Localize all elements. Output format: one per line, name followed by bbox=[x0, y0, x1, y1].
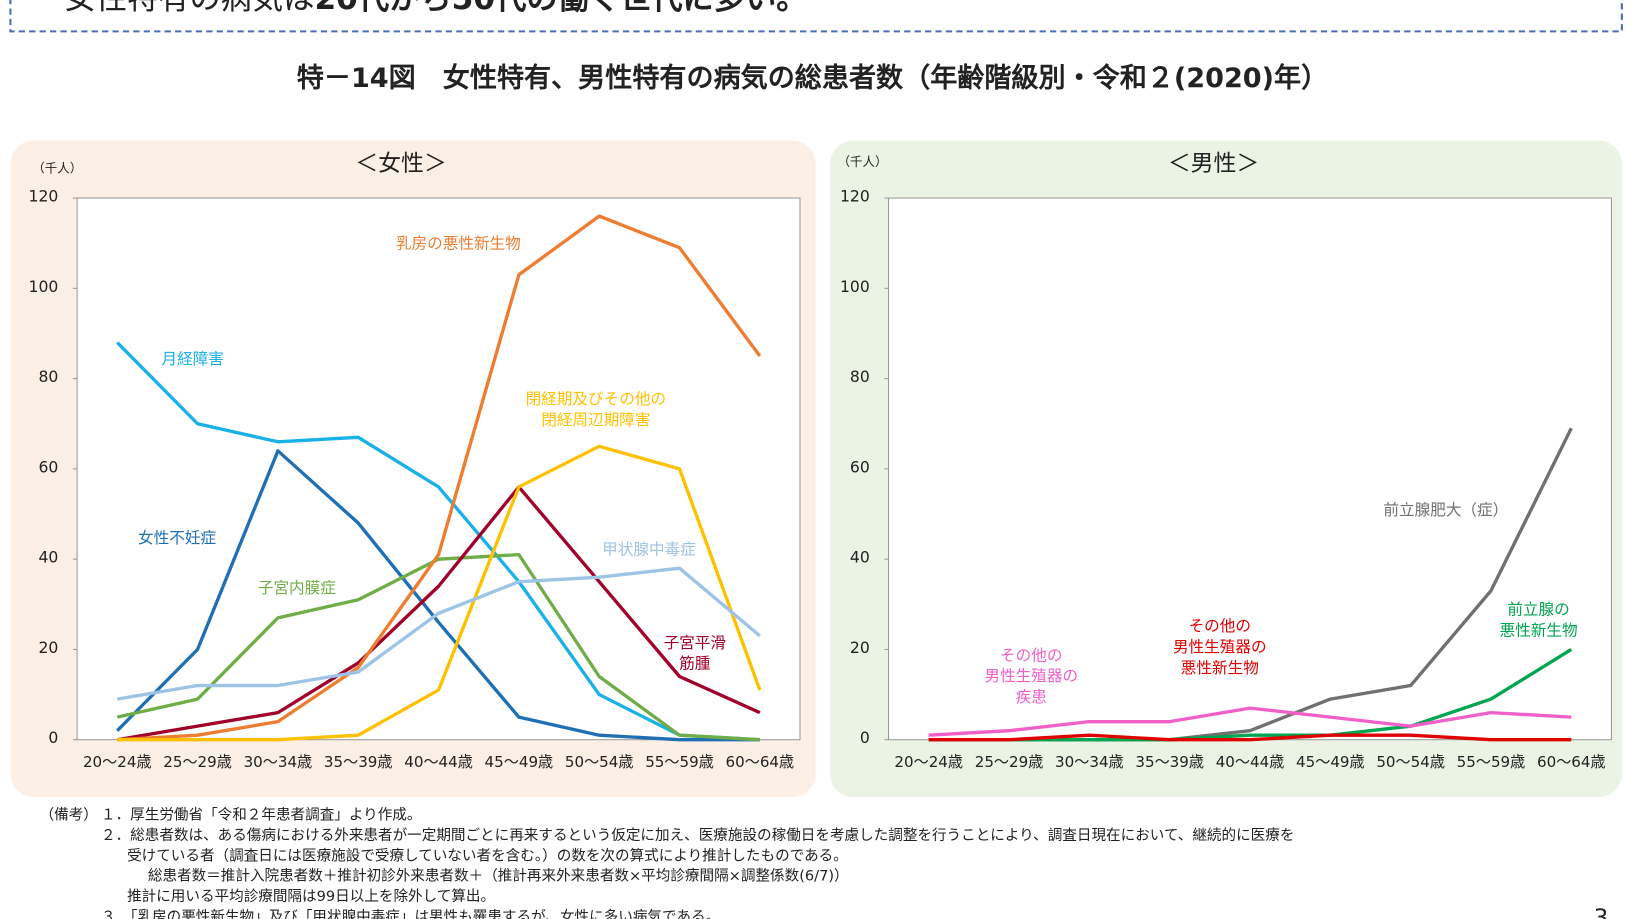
x-tick-label: 55〜59歳 bbox=[645, 753, 714, 771]
series-label: 甲状腺中毒症 bbox=[602, 541, 696, 559]
y-tick-label: 120 bbox=[840, 188, 870, 206]
x-tick-label: 25〜29歳 bbox=[975, 753, 1044, 771]
x-tick-label: 30〜34歳 bbox=[244, 753, 313, 771]
y-tick-label: 60 bbox=[38, 458, 58, 476]
x-tick-label: 50〜54歳 bbox=[565, 753, 634, 771]
plot-area bbox=[888, 197, 1612, 741]
y-tick-label: 0 bbox=[860, 729, 870, 747]
y-tick-label: 20 bbox=[850, 639, 870, 657]
y-tick-label: 0 bbox=[48, 729, 58, 747]
y-tick-label: 40 bbox=[850, 549, 870, 567]
x-tick-label: 60〜64歳 bbox=[1537, 753, 1606, 771]
series-line bbox=[928, 706, 1572, 737]
series-label: 前立腺の悪性新生物 bbox=[1500, 600, 1578, 639]
series-label: 乳房の悪性新生物 bbox=[396, 234, 521, 252]
y-tick-label: 80 bbox=[850, 368, 870, 386]
series-label: 子宮平滑筋腫 bbox=[664, 633, 726, 672]
note-line: １．厚生労働省「令和２年患者調査」より作成。 bbox=[101, 807, 421, 824]
note-line: 推計に用いる平均診療間隔は99日以上を除外して算出。 bbox=[127, 888, 495, 905]
chart-title: ＜女性＞ bbox=[355, 151, 447, 177]
main-title: 特－14図 女性特有、男性特有の病気の総患者数（年齢階級別・令和２(2020)年… bbox=[297, 62, 1328, 94]
series-label: 女性不妊症 bbox=[138, 528, 216, 547]
x-tick-label: 20〜24歳 bbox=[83, 753, 152, 771]
series-line bbox=[117, 214, 762, 742]
notes-label: （備考） bbox=[40, 807, 98, 824]
series-label-line: 悪性新生物 bbox=[1500, 621, 1578, 639]
series-line bbox=[928, 733, 1572, 742]
x-tick-label: 55〜59歳 bbox=[1457, 753, 1526, 771]
note-line: 総患者数＝推計入院患者数＋推計初診外来患者数＋（推計再来外来患者数×平均診療間隔… bbox=[148, 868, 849, 885]
x-tick-label: 40〜44歳 bbox=[1216, 753, 1285, 771]
series-label-line: 閉経期及びその他の bbox=[526, 390, 666, 408]
page-number: 3 bbox=[1594, 905, 1609, 919]
x-tick-label: 60〜64歳 bbox=[726, 753, 795, 771]
note-line: ３．「乳房の悪性新生物」及び「甲状腺中毒症」は男性も罹患するが、女性に多い病気で… bbox=[101, 907, 720, 919]
x-tick-label: 30〜34歳 bbox=[1055, 753, 1124, 771]
series-line bbox=[116, 485, 761, 742]
y-tick-label: 20 bbox=[38, 639, 58, 657]
y-tick-label: 100 bbox=[840, 278, 870, 296]
x-tick-label: 45〜49歳 bbox=[485, 753, 554, 771]
note-line: ２．総患者数は、ある傷病における外来患者が一定期間ごとに再来するという仮定に加え… bbox=[101, 827, 1294, 844]
note-line: 受けている者（調査日には医療施設で受療していない者を含む。）の数を次の算式により… bbox=[127, 847, 848, 864]
x-tick-label: 40〜44歳 bbox=[404, 753, 473, 771]
headline-box bbox=[9, 0, 1623, 33]
x-tick-label: 50〜54歳 bbox=[1376, 753, 1445, 771]
headline-normal: 女性特有の病気は bbox=[65, 0, 315, 17]
series-line bbox=[116, 341, 760, 742]
chart-title: ＜男性＞ bbox=[1168, 151, 1260, 177]
series-label-line: その他の bbox=[1189, 617, 1251, 635]
y-tick-label: 60 bbox=[850, 458, 870, 476]
series-label: 閉経期及びその他の閉経周辺期障害 bbox=[526, 390, 666, 429]
series-label-line: 筋腫 bbox=[679, 654, 711, 672]
series-label-line: 男性生殖器の bbox=[1173, 637, 1267, 655]
series-label-line: 男性生殖器の bbox=[984, 667, 1078, 685]
series-label-line: その他の bbox=[1000, 646, 1062, 664]
series-label-line: 悪性新生物 bbox=[1181, 658, 1259, 676]
series-line bbox=[117, 444, 762, 742]
x-tick-label: 25〜29歳 bbox=[163, 753, 232, 771]
series-label: 前立腺肥大（症） bbox=[1383, 501, 1508, 519]
series-label-line: 子宮平滑 bbox=[664, 633, 726, 651]
y-tick-label: 80 bbox=[38, 368, 58, 386]
x-tick-label: 35〜39歳 bbox=[324, 753, 393, 771]
series-label: 子宮内膜症 bbox=[258, 579, 336, 597]
series-label-line: 前立腺の bbox=[1507, 600, 1569, 618]
x-tick-label: 35〜39歳 bbox=[1135, 753, 1204, 771]
series-line bbox=[116, 552, 760, 742]
series-label-line: 閉経周辺期障害 bbox=[541, 410, 650, 428]
series-line bbox=[116, 566, 761, 701]
headline: 女性特有の病気は20代から50代の働く世代に多い。 bbox=[65, 0, 808, 17]
x-tick-label: 45〜49歳 bbox=[1296, 753, 1365, 771]
y-tick-label: 40 bbox=[38, 549, 58, 567]
series-label: その他の男性生殖器の悪性新生物 bbox=[1173, 617, 1267, 677]
series-label: その他の男性生殖器の疾患 bbox=[984, 646, 1078, 706]
x-tick-label: 20〜24歳 bbox=[894, 753, 963, 771]
series-line bbox=[116, 449, 760, 742]
series-label-line: 疾患 bbox=[1016, 688, 1047, 706]
y-axis-unit: （千人） bbox=[32, 160, 82, 175]
headline-bold: 20代から50代の働く世代に多い。 bbox=[314, 0, 807, 17]
y-tick-label: 120 bbox=[29, 188, 59, 206]
y-tick-label: 100 bbox=[29, 278, 59, 296]
y-axis-unit: （千人） bbox=[837, 154, 887, 169]
series-label: 月経障害 bbox=[161, 350, 223, 368]
